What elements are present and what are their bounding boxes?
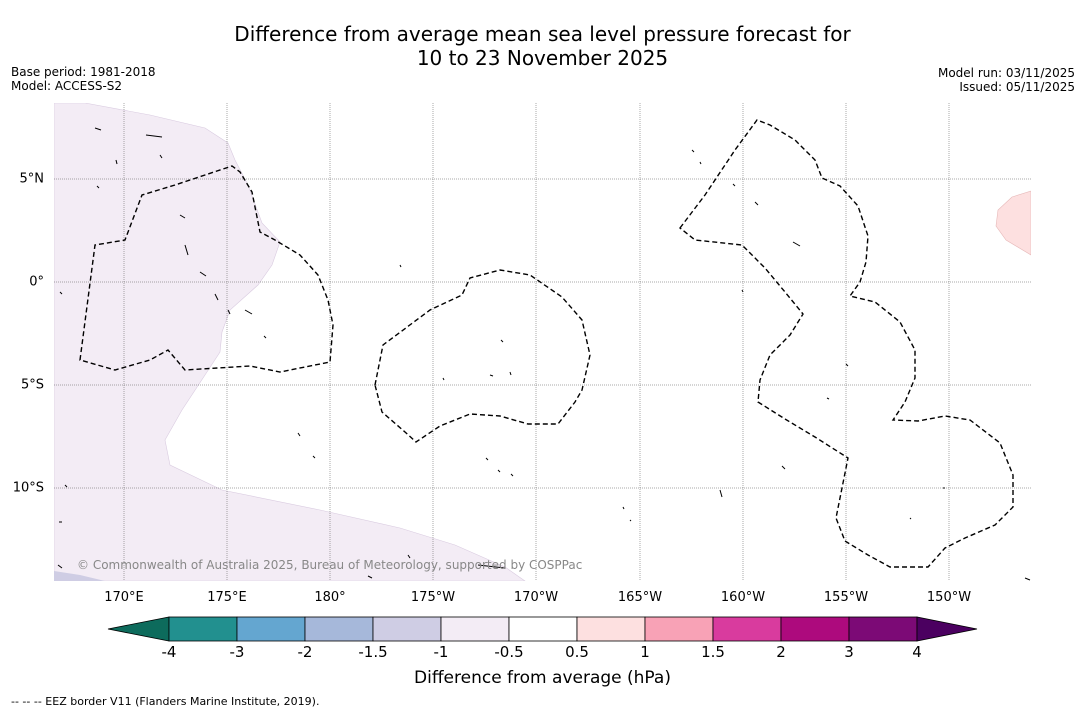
colorbar-tick-m1: -1 xyxy=(433,643,449,661)
colorbar-bins xyxy=(168,616,918,642)
meta-left: Base period: 1981-2018 Model: ACCESS-S2 xyxy=(11,65,156,93)
lat-label-5n: 5°N xyxy=(19,171,45,187)
colorbar-tick-3: 3 xyxy=(844,643,854,661)
colorbar-tick-m2: -2 xyxy=(297,643,313,661)
colorbar-label: Difference from average (hPa) xyxy=(414,668,671,688)
lon-label-160w: 160°W xyxy=(720,590,766,605)
lon-label-150w: 150°W xyxy=(926,590,972,605)
chart-title: Difference from average mean sea level p… xyxy=(0,22,1085,70)
eez-border-central xyxy=(374,269,591,443)
lon-label-165w: 165°W xyxy=(617,590,663,605)
colorbar-bin xyxy=(372,616,442,642)
lon-label-175w: 175°W xyxy=(410,590,456,605)
anomaly-region-lavender xyxy=(54,571,105,581)
lon-label-175e: 175°E xyxy=(207,590,247,605)
model-text: Model: ACCESS-S2 xyxy=(11,79,123,93)
issued-text: Issued: 05/11/2025 xyxy=(959,80,1075,94)
base-period-text: Base period: 1981-2018 xyxy=(11,65,156,79)
colorbar-bin xyxy=(304,616,374,642)
lat-label-10s: 10°S xyxy=(12,480,44,496)
lon-label-170w: 170°W xyxy=(513,590,559,605)
colorbar-tick-1: 1 xyxy=(640,643,650,661)
eez-border-west xyxy=(79,165,334,373)
colorbar-tick-m3: -3 xyxy=(229,643,245,661)
colorbar-bin xyxy=(168,616,238,642)
colorbar-over-triangle xyxy=(916,616,978,642)
colorbar-bin xyxy=(236,616,306,642)
model-run-text: Model run: 03/11/2025 xyxy=(937,66,1075,80)
colorbar-tick-0-5: 0.5 xyxy=(565,643,589,661)
colorbar-tick-m0-5: -0.5 xyxy=(494,643,524,661)
eez-borders xyxy=(79,119,1014,568)
footnote-eez: -- -- -- EEZ border V11 (Flanders Marine… xyxy=(11,695,320,708)
colorbar-bin xyxy=(576,616,646,642)
colorbar-bin xyxy=(644,616,714,642)
anomaly-region-light-purple xyxy=(54,103,526,581)
islands xyxy=(57,127,1031,581)
lon-label-170e: 170°E xyxy=(104,590,144,605)
lat-label-5s: 5°S xyxy=(20,377,44,393)
colorbar-tick-4: 4 xyxy=(912,643,922,661)
colorbar-bin xyxy=(848,616,918,642)
lon-label-180: 180° xyxy=(314,590,346,605)
title-line-2: 10 to 23 November 2025 xyxy=(416,46,669,70)
colorbar-bin xyxy=(780,616,850,642)
colorbar-tick-m4: -4 xyxy=(161,643,177,661)
anomaly-region-pink xyxy=(995,190,1031,256)
copyright-text: © Commonwealth of Australia 2025, Bureau… xyxy=(77,558,583,572)
meta-right: Model run: 03/11/2025 Issued: 05/11/2025 xyxy=(938,66,1075,94)
colorbar-bin xyxy=(440,616,510,642)
lon-label-155w: 155°W xyxy=(823,590,869,605)
eez-border-east xyxy=(679,119,1014,568)
colorbar-tick-2: 2 xyxy=(776,643,786,661)
colorbar-bin xyxy=(508,616,578,642)
colorbar-tick-m1-5: -1.5 xyxy=(358,643,388,661)
lat-label-0: 0° xyxy=(29,274,44,290)
title-line-1: Difference from average mean sea level p… xyxy=(234,22,851,46)
colorbar-under-triangle xyxy=(107,616,170,642)
map-panel xyxy=(54,103,1031,581)
colorbar-bin xyxy=(712,616,782,642)
colorbar-tick-1-5: 1.5 xyxy=(701,643,725,661)
graticule xyxy=(54,103,1031,581)
